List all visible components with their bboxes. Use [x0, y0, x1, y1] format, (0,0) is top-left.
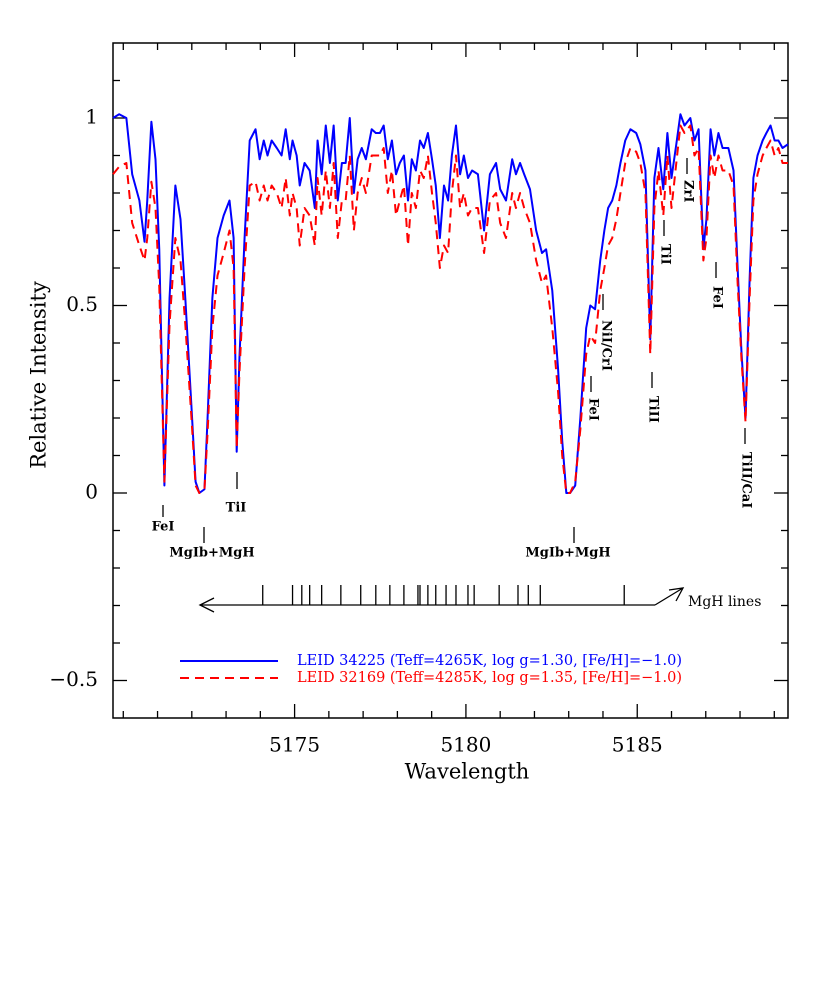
x-tick-label: 5175	[269, 733, 320, 757]
spectrum-line	[112, 113, 789, 494]
annotation: FeI	[152, 520, 175, 535]
arrow-head	[668, 587, 685, 602]
annotation: MgIb+MgH	[169, 546, 254, 561]
annotation: NiI/CrI	[599, 320, 614, 371]
annotation: TiI	[226, 501, 247, 516]
mgh-arrow	[198, 587, 685, 613]
y-tick-label: 0	[85, 480, 98, 504]
annotation: TiII/CaI	[739, 452, 754, 508]
legend-label: LEID 34225 (Teff=4265K, log g=1.30, [Fe/…	[297, 653, 682, 669]
legend-label: LEID 32169 (Teff=4285K, log g=1.35, [Fe/…	[297, 670, 682, 686]
annotation: ZrI	[681, 180, 696, 202]
annotation: TiI	[658, 244, 673, 265]
y-tick-label: 0.5	[66, 292, 98, 316]
mgh-label: MgH lines	[688, 594, 761, 610]
x-tick-label: 5185	[612, 733, 663, 757]
arrow-head	[198, 597, 215, 613]
annotation: FeI	[710, 286, 725, 309]
spectrum-line	[112, 124, 788, 494]
annotation: FeI	[586, 398, 601, 421]
x-tick-label: 5180	[440, 733, 491, 757]
annotation: MgIb+MgH	[525, 546, 610, 561]
x-axis-label: Wavelength	[405, 760, 530, 784]
y-axis-label: Relative Intensity	[27, 281, 51, 469]
y-tick-label: −0.5	[49, 667, 98, 691]
plot-frame	[112, 42, 789, 719]
y-tick-label: 1	[85, 105, 98, 129]
annotation: TiII	[646, 396, 661, 423]
arrow-shaft	[654, 587, 684, 606]
